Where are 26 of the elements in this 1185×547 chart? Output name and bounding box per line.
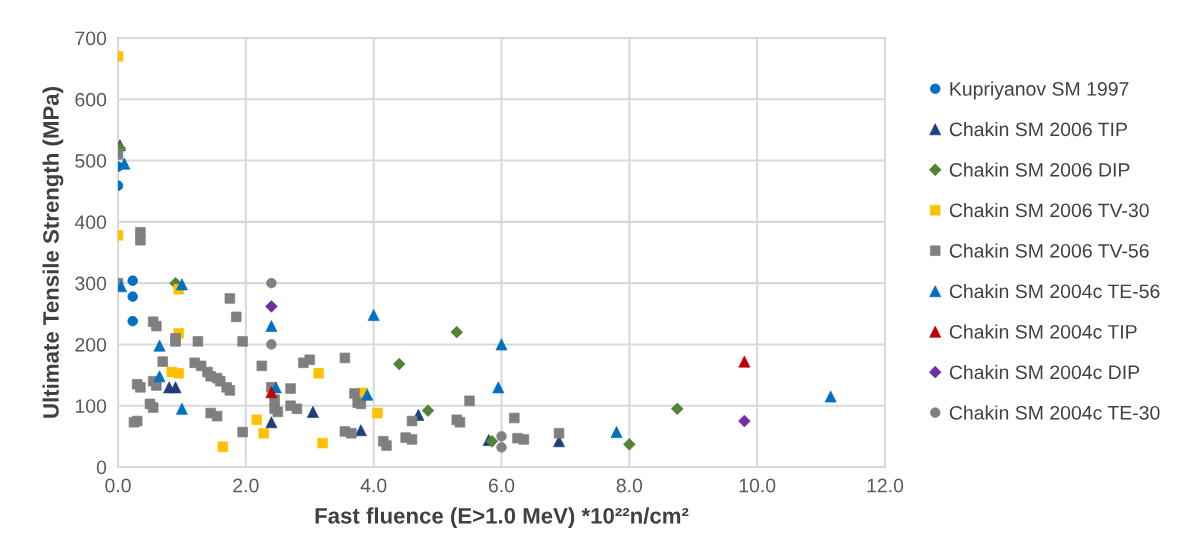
y-tick-label: 0 (96, 460, 107, 475)
x-tick-label: 0.0 (105, 478, 131, 493)
y-tick-label: 600 (75, 92, 107, 107)
legend-label: Chakin SM 2004c TE-30 (949, 405, 1160, 420)
x-tick-label: 4.0 (360, 478, 387, 493)
x-tick-label: 6.0 (488, 478, 515, 493)
x-tick-label: 12.0 (867, 478, 904, 493)
legend-label: Kupriyanov SM 1997 (950, 81, 1129, 100)
y-tick-label: 200 (75, 337, 107, 352)
legend-label: Chakin SM 2006 TV-30 (949, 202, 1149, 218)
legend-label: Chakin SM 2006 TV-56 (949, 243, 1149, 258)
x-tick-label: 2.0 (233, 478, 259, 493)
y-tick-label: 700 (75, 31, 107, 46)
legend-label: Chakin SM 2004c TE-56 (949, 283, 1160, 299)
legend-label: Chakin SM 2006 TIP (949, 121, 1127, 137)
y-tick-label: 500 (75, 154, 107, 168)
y-axis-title: Ultimate Tensile Strength (MPa) (42, 87, 64, 418)
legend-label: Chakin SM 2004c DIP (949, 364, 1140, 380)
legend-label: Chakin SM 2004c TIP (949, 324, 1137, 339)
y-tick-label: 100 (75, 399, 107, 413)
x-tick-label: 8.0 (616, 478, 643, 493)
y-tick-label: 400 (74, 215, 107, 230)
x-axis-title: Fast fluence (E>1.0 MeV) *10²²n/cm² (315, 507, 689, 529)
legend-label: Chakin SM 2006 DIP (949, 162, 1130, 177)
x-tick-label: 10.0 (739, 478, 776, 493)
y-tick-label: 300 (75, 276, 107, 291)
